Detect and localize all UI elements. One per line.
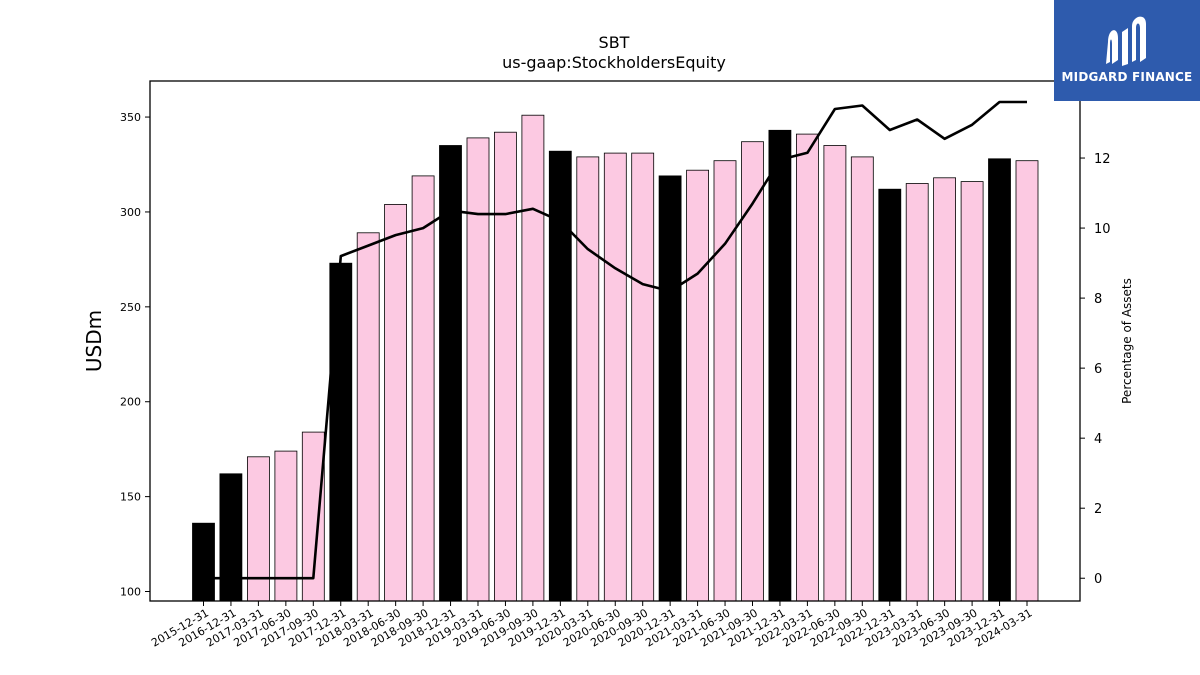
bar-2017-12-31	[329, 262, 353, 602]
bar-2015-12-31	[192, 522, 215, 602]
bar-2021-09-30	[741, 141, 764, 602]
y-tick-label: 200	[120, 396, 141, 409]
bar-2021-06-30	[713, 160, 737, 602]
y2-tick-label: 12	[1094, 152, 1111, 167]
bar-2018-03-31	[356, 232, 380, 602]
y-tick-label: 100	[120, 586, 141, 599]
y-tick-label: 250	[120, 301, 141, 314]
bar-2020-09-30	[631, 152, 655, 602]
bar-2022-09-30	[850, 156, 874, 602]
y2-tick-label: 6	[1094, 362, 1102, 377]
bar-2018-09-30	[411, 175, 435, 602]
bar-2023-12-31	[988, 158, 1011, 602]
bar-2018-06-30	[384, 203, 408, 602]
bar-2023-03-31	[905, 183, 929, 602]
logo-mark-icon	[1106, 16, 1146, 66]
bar-2020-06-30	[603, 152, 627, 602]
chart-title: SBT	[599, 33, 630, 52]
bar-2016-12-31	[219, 473, 243, 602]
y2-tick-label: 10	[1094, 222, 1111, 237]
percentage-line	[203, 100, 1027, 580]
bar-2023-06-30	[933, 177, 956, 602]
y-tick-label: 350	[120, 111, 141, 124]
bar-2018-12-31	[439, 145, 462, 602]
line-series	[203, 100, 1027, 580]
bar-2021-12-31	[768, 129, 792, 602]
logo-text: MIDGARD FINANCE	[1061, 70, 1193, 84]
bar-2024-03-31	[1015, 160, 1039, 602]
bar-2022-12-31	[878, 188, 902, 602]
chart-subtitle: us-gaap:StockholdersEquity	[502, 53, 726, 72]
brand-logo: MIDGARD FINANCE	[1054, 0, 1200, 101]
bar-2023-09-30	[960, 181, 984, 602]
bar-2020-03-31	[576, 156, 600, 602]
y-axis-label: USDm	[82, 310, 106, 372]
bar-series	[192, 114, 1039, 602]
bar-2020-12-31	[658, 175, 682, 602]
bar-2019-03-31	[466, 137, 490, 602]
bar-2021-03-31	[686, 169, 709, 602]
y2-tick-label: 2	[1094, 502, 1102, 517]
bar-2019-09-30	[521, 114, 545, 602]
y2-tick-label: 8	[1094, 292, 1102, 307]
y-tick-label: 300	[120, 206, 141, 219]
y2-tick-label: 0	[1094, 572, 1102, 587]
bar-2022-06-30	[823, 145, 847, 602]
y2-tick-label: 4	[1094, 432, 1102, 447]
bar-2022-03-31	[796, 133, 819, 602]
bar-2019-06-30	[493, 131, 517, 602]
y-tick-label: 150	[120, 491, 141, 504]
y2-axis-label: Percentage of Assets	[1120, 278, 1134, 404]
